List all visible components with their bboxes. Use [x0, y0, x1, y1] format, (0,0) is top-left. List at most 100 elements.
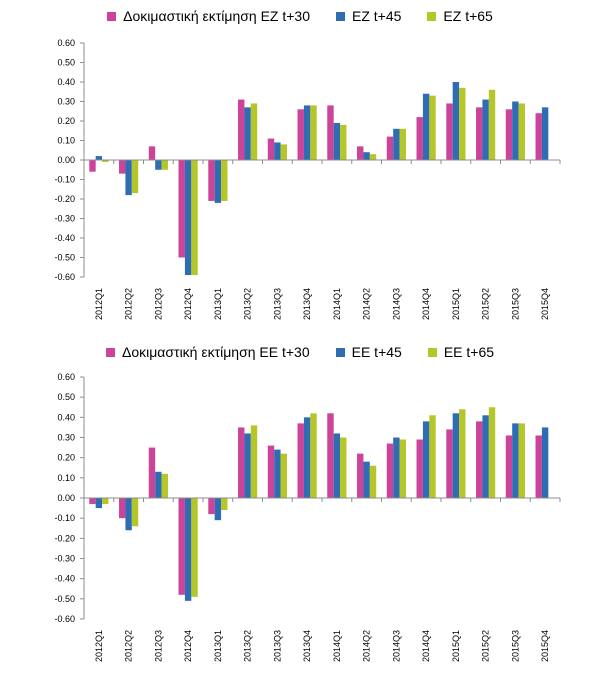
x-tick-label: 2012Q1: [94, 630, 104, 662]
bar-2012Q4-s2: [184, 498, 192, 601]
bar-2014Q1-s3: [340, 124, 347, 160]
y-tick-label: 0.00: [57, 493, 75, 503]
chart-panel-bottom: Δοκιμαστική εκτίμηση EE t+30 EE t+45 EE …: [0, 338, 600, 687]
bar-2012Q2-s1: [119, 160, 126, 174]
bar-2013Q2-s3: [250, 103, 258, 160]
y-tick-label: 0.40: [57, 412, 75, 422]
bar-2013Q1-s2: [214, 498, 222, 521]
bar-2014Q3-s3: [399, 439, 406, 498]
legend-item: EZ t+45: [336, 8, 401, 24]
bar-2013Q4-s1: [297, 109, 304, 160]
bar-2014Q1-s1: [327, 413, 334, 498]
bar-2015Q3-s3: [518, 103, 525, 160]
y-tick-label: 0.60: [57, 38, 75, 48]
bar-2015Q3-s1: [505, 435, 513, 498]
legend-label: EZ t+65: [443, 8, 493, 24]
x-tick-label: 2015Q2: [481, 630, 491, 662]
bar-2014Q2-s2: [363, 152, 370, 160]
bar-2012Q2-s2: [125, 160, 132, 196]
x-tick-label: 2012Q2: [124, 288, 134, 320]
legend-swatch: [427, 11, 437, 21]
legend-item: Δοκιμαστική εκτίμηση EE t+30: [105, 344, 310, 360]
bar-2014Q4-s3: [429, 95, 436, 160]
x-tick-label: 2012Q4: [183, 288, 193, 320]
bar-2015Q1-s1: [446, 429, 453, 498]
y-tick-label: 0.50: [57, 58, 75, 68]
bar-2014Q1-s1: [327, 105, 334, 160]
bar-2014Q4-s2: [422, 421, 430, 498]
legend-swatch: [105, 347, 115, 357]
x-tick-label: 2012Q1: [94, 288, 104, 320]
y-tick-label: 0.30: [57, 97, 75, 107]
x-tick-label: 2012Q2: [124, 630, 134, 662]
bar-2012Q2-s3: [131, 160, 139, 194]
legend-label: EZ t+45: [352, 8, 402, 24]
bar-2012Q1-s3: [102, 498, 109, 505]
y-tick-label: 0.30: [57, 433, 75, 443]
x-tick-label: 2014Q3: [391, 288, 401, 320]
bar-2015Q2-s2: [482, 99, 489, 160]
bar-2013Q4-s1: [297, 423, 304, 498]
bar-2014Q4-s1: [416, 117, 423, 160]
bar-2014Q2-s3: [369, 154, 377, 160]
bar-2012Q4-s3: [191, 498, 198, 597]
bar-2013Q3-s3: [280, 453, 287, 498]
x-tick-label: 2013Q3: [272, 630, 282, 662]
y-tick-label: -0.20: [54, 533, 75, 543]
bar-chart-bottom: 0.60 0.50 0.40 0.30 0.20 0.10 0.00 -0.10 -0.20 -0…: [54, 372, 561, 662]
legend-swatch: [107, 11, 117, 21]
bar-2012Q1-s1: [89, 498, 96, 505]
legend-label: Δοκιμαστική εκτίμηση EE t+30: [121, 344, 310, 360]
bar-2013Q3-s2: [274, 449, 281, 498]
bar-2015Q2-s1: [476, 421, 483, 498]
bar-2014Q1-s2: [333, 122, 341, 160]
bar-2012Q3-s1: [148, 447, 156, 498]
bar-2013Q4-s2: [303, 417, 311, 498]
bar-2013Q1-s1: [208, 160, 215, 201]
bar-2013Q3-s3: [280, 144, 287, 160]
x-tick-label: 2014Q3: [391, 630, 401, 662]
y-tick-label: -0.10: [54, 175, 75, 185]
bar-2015Q2-s2: [482, 415, 489, 498]
y-tick-label: 0.20: [57, 116, 75, 126]
x-tick-label: 2013Q4: [302, 288, 312, 320]
bar-2015Q2-s3: [488, 89, 496, 160]
x-tick-label: 2015Q4: [540, 288, 550, 320]
legend-item: EZ t+65: [427, 8, 493, 24]
y-tick-label: -0.30: [54, 214, 75, 224]
bar-2014Q2-s3: [369, 465, 377, 498]
bar-2013Q2-s1: [238, 427, 245, 498]
y-tick-label: -0.30: [54, 554, 75, 564]
chart-legend: Δοκιμαστική εκτίμηση EZ t+30 EZ t+45 EZ …: [0, 8, 600, 24]
x-tick-label: 2012Q4: [183, 630, 193, 662]
x-tick-label: 2015Q1: [451, 288, 461, 320]
bar-2013Q1-s3: [221, 160, 228, 201]
y-tick-label: 0.00: [57, 155, 75, 165]
x-tick-label: 2013Q1: [213, 630, 223, 662]
bar-2014Q3-s3: [399, 128, 406, 160]
bar-2014Q2-s2: [363, 461, 370, 498]
bar-2012Q3-s1: [148, 146, 156, 160]
legend-label: Δοκιμαστική εκτίμηση EZ t+30: [123, 8, 310, 24]
bar-2015Q1-s3: [459, 87, 466, 160]
bar-2012Q3-s2: [155, 471, 162, 498]
bar-2013Q2-s2: [244, 433, 251, 498]
bar-2012Q2-s3: [131, 498, 139, 527]
x-tick-label: 2015Q4: [540, 630, 550, 662]
bar-2014Q3-s2: [393, 128, 400, 160]
bar-2015Q3-s1: [505, 109, 513, 160]
bar-2015Q4-s1: [535, 113, 542, 160]
bar-2014Q4-s1: [416, 439, 423, 498]
bar-2015Q1-s2: [452, 413, 460, 498]
bar-2015Q3-s2: [512, 423, 519, 498]
bar-2015Q2-s1: [476, 107, 483, 160]
legend-item: EE t+65: [427, 344, 494, 360]
bar-2013Q3-s2: [274, 142, 281, 160]
bar-2013Q2-s1: [238, 99, 245, 160]
bar-2015Q4-s2: [541, 107, 549, 160]
x-tick-label: 2012Q3: [153, 630, 163, 662]
y-tick-label: 0.50: [57, 392, 75, 402]
y-tick-label: 0.10: [57, 473, 75, 483]
y-tick-label: -0.60: [54, 614, 75, 624]
x-tick-label: 2013Q2: [243, 288, 253, 320]
